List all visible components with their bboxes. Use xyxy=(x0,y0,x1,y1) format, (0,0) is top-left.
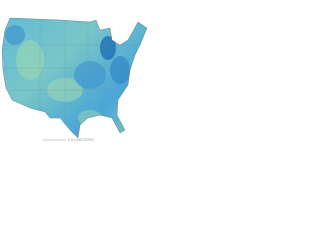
land xyxy=(2,18,147,138)
region xyxy=(100,36,116,60)
region xyxy=(16,40,44,80)
border xyxy=(1,17,148,139)
region xyxy=(110,56,130,84)
region xyxy=(5,25,25,45)
map: KILOMETERS xyxy=(1,17,148,142)
region xyxy=(74,61,106,89)
scale-label: KILOMETERS xyxy=(68,137,94,142)
